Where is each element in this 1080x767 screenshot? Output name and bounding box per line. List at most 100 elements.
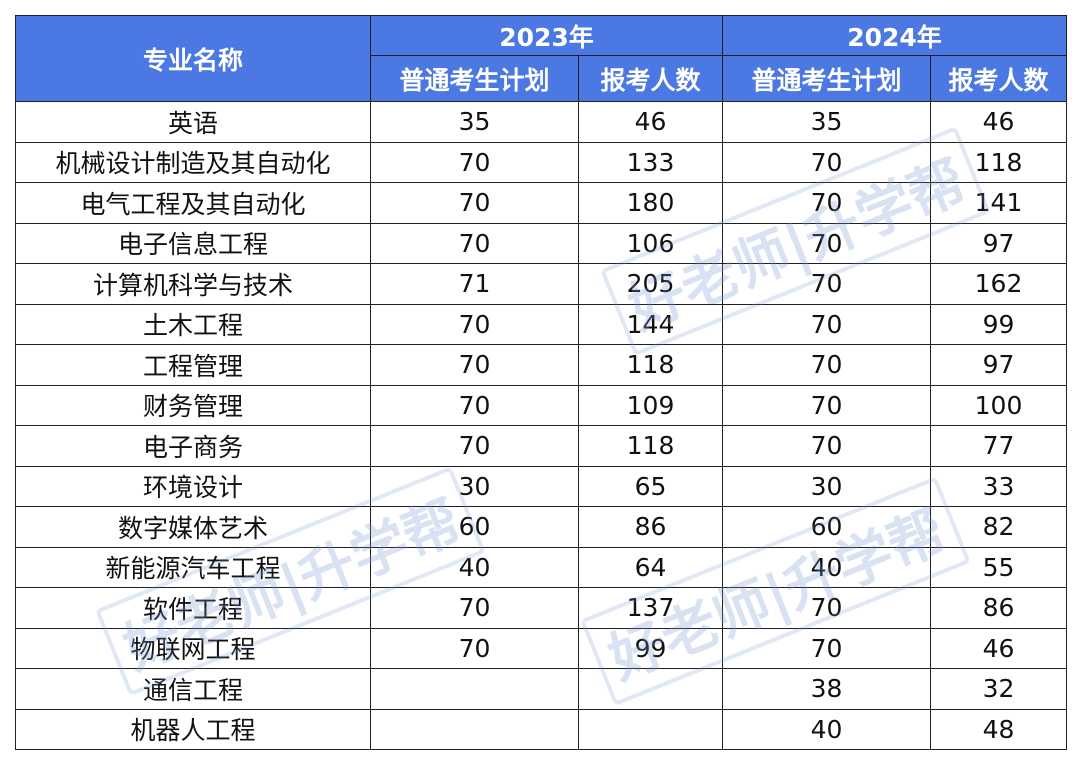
- cell-applicants-2023: 106: [578, 222, 723, 264]
- cell-major-name: 机器人工程: [15, 708, 371, 750]
- cell-major-name: 英语: [15, 101, 371, 143]
- cell-applicants-2024: 162: [930, 263, 1067, 305]
- table-row: 软件工程 70 137 70 86: [15, 587, 1067, 629]
- cell-plan-2023: 70: [370, 587, 579, 629]
- cell-major-name: 土木工程: [15, 303, 371, 345]
- header-applicants-2023: 报考人数: [578, 55, 723, 102]
- table-row: 物联网工程 70 99 70 46: [15, 627, 1067, 669]
- cell-applicants-2024: 46: [930, 627, 1067, 669]
- cell-plan-2023: 71: [370, 263, 579, 305]
- table-row: 新能源汽车工程 40 64 40 55: [15, 546, 1067, 588]
- cell-major-name: 电子信息工程: [15, 222, 371, 264]
- cell-plan-2024: 70: [722, 384, 931, 426]
- header-row-years: 专业名称 2023年 2024年: [15, 15, 1067, 102]
- cell-applicants-2023: 99: [578, 627, 723, 669]
- cell-major-name: 软件工程: [15, 587, 371, 629]
- cell-applicants-2024: 33: [930, 465, 1067, 507]
- cell-plan-2024: 70: [722, 141, 931, 183]
- cell-plan-2023: 70: [370, 303, 579, 345]
- cell-applicants-2023: 180: [578, 182, 723, 224]
- cell-plan-2024: 38: [722, 668, 931, 710]
- cell-major-name: 工程管理: [15, 344, 371, 386]
- cell-major-name: 电气工程及其自动化: [15, 182, 371, 224]
- header-major-name: 专业名称: [15, 15, 371, 102]
- cell-plan-2023: 70: [370, 627, 579, 669]
- cell-applicants-2023: 144: [578, 303, 723, 345]
- cell-major-name: 通信工程: [15, 668, 371, 710]
- cell-applicants-2023: 109: [578, 384, 723, 426]
- table-row: 计算机科学与技术 71 205 70 162: [15, 263, 1067, 305]
- table-row: 财务管理 70 109 70 100: [15, 384, 1067, 426]
- cell-major-name: 数字媒体艺术: [15, 506, 371, 548]
- cell-plan-2024: 70: [722, 222, 931, 264]
- cell-applicants-2023: 118: [578, 425, 723, 467]
- cell-plan-2023: 35: [370, 101, 579, 143]
- cell-plan-2024: 70: [722, 627, 931, 669]
- cell-major-name: 新能源汽车工程: [15, 546, 371, 588]
- cell-plan-2024: 70: [722, 587, 931, 629]
- admission-table: 专业名称 2023年 2024年 普通考生计划 报考人数 普通考生计划 报考人数…: [15, 15, 1067, 750]
- cell-applicants-2024: 77: [930, 425, 1067, 467]
- table-row: 电气工程及其自动化 70 180 70 141: [15, 182, 1067, 224]
- cell-applicants-2024: 99: [930, 303, 1067, 345]
- header-row-columns: 普通考生计划 报考人数 普通考生计划 报考人数: [16, 55, 1067, 102]
- cell-applicants-2023: [578, 668, 723, 710]
- table-body: 英语 35 46 35 46 机械设计制造及其自动化 70 133 70 118 电气工程及其自动化…: [15, 101, 1067, 750]
- cell-plan-2024: 60: [722, 506, 931, 548]
- cell-applicants-2024: 82: [930, 506, 1067, 548]
- cell-plan-2023: [370, 708, 579, 750]
- cell-major-name: 机械设计制造及其自动化: [15, 141, 371, 183]
- table-row: 电子商务 70 118 70 77: [15, 425, 1067, 467]
- cell-applicants-2023: 64: [578, 546, 723, 588]
- cell-applicants-2024: 32: [930, 668, 1067, 710]
- cell-plan-2024: 70: [722, 182, 931, 224]
- header-plan-2024: 普通考生计划: [722, 55, 931, 102]
- cell-plan-2024: 40: [722, 546, 931, 588]
- table-row: 通信工程 38 32: [15, 668, 1067, 710]
- cell-applicants-2024: 97: [930, 222, 1067, 264]
- header-year-2023: 2023年: [370, 15, 723, 56]
- cell-applicants-2023: 205: [578, 263, 723, 305]
- table-row: 英语 35 46 35 46: [15, 101, 1067, 143]
- cell-applicants-2023: 133: [578, 141, 723, 183]
- cell-applicants-2024: 97: [930, 344, 1067, 386]
- cell-plan-2023: 70: [370, 141, 579, 183]
- cell-plan-2023: 70: [370, 344, 579, 386]
- cell-applicants-2024: 141: [930, 182, 1067, 224]
- cell-major-name: 环境设计: [15, 465, 371, 507]
- cell-major-name: 电子商务: [15, 425, 371, 467]
- cell-plan-2023: 30: [370, 465, 579, 507]
- cell-plan-2024: 35: [722, 101, 931, 143]
- cell-plan-2023: 70: [370, 425, 579, 467]
- cell-plan-2023: 70: [370, 384, 579, 426]
- cell-plan-2024: 70: [722, 303, 931, 345]
- cell-applicants-2023: 65: [578, 465, 723, 507]
- table-row: 工程管理 70 118 70 97: [15, 344, 1067, 386]
- cell-applicants-2024: 48: [930, 708, 1067, 750]
- cell-applicants-2024: 118: [930, 141, 1067, 183]
- cell-applicants-2023: 118: [578, 344, 723, 386]
- table-row: 机器人工程 40 48: [15, 708, 1067, 750]
- cell-plan-2023: 70: [370, 222, 579, 264]
- table-row: 机械设计制造及其自动化 70 133 70 118: [15, 141, 1067, 183]
- cell-plan-2024: 40: [722, 708, 931, 750]
- header-year-2024: 2024年: [722, 15, 1067, 56]
- cell-major-name: 物联网工程: [15, 627, 371, 669]
- cell-plan-2024: 70: [722, 425, 931, 467]
- header-applicants-2024: 报考人数: [930, 55, 1067, 102]
- table-row: 土木工程 70 144 70 99: [15, 303, 1067, 345]
- cell-applicants-2024: 86: [930, 587, 1067, 629]
- cell-major-name: 财务管理: [15, 384, 371, 426]
- table-row: 环境设计 30 65 30 33: [15, 465, 1067, 507]
- cell-applicants-2023: 137: [578, 587, 723, 629]
- table-row: 数字媒体艺术 60 86 60 82: [15, 506, 1067, 548]
- cell-plan-2023: [370, 668, 579, 710]
- cell-plan-2023: 70: [370, 182, 579, 224]
- cell-applicants-2023: 86: [578, 506, 723, 548]
- cell-plan-2024: 70: [722, 344, 931, 386]
- cell-applicants-2023: 46: [578, 101, 723, 143]
- cell-plan-2023: 60: [370, 506, 579, 548]
- cell-applicants-2024: 46: [930, 101, 1067, 143]
- table-row: 电子信息工程 70 106 70 97: [15, 222, 1067, 264]
